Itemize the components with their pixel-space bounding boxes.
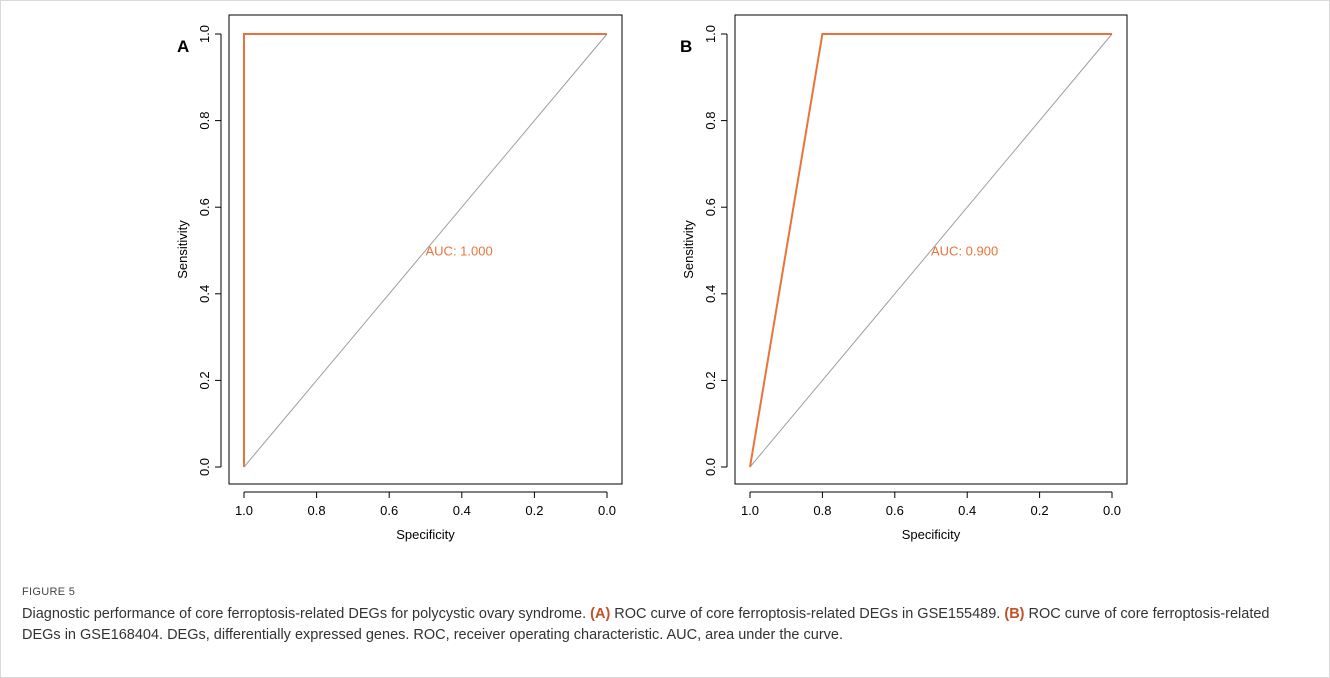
panel-label: A xyxy=(177,37,189,56)
roc-figure: A 1.0 0.8 0.6 0.4 0.2 0.0 Specificity 0.0 0.2 0.4 0… xyxy=(175,14,1128,542)
y-tick-label: 0.2 xyxy=(197,371,212,389)
x-tick-label: 0.4 xyxy=(958,503,976,518)
figure-label: FIGURE 5 xyxy=(22,586,76,598)
x-tick-label: 0.0 xyxy=(598,503,616,518)
plot-box xyxy=(734,14,1128,485)
figure-caption: FIGURE 5 Diagnostic performance of core … xyxy=(22,586,1312,646)
y-axis-label: Sensitivity xyxy=(175,220,190,279)
roc-panel-b: B 1.0 0.8 0.6 0.4 0.2 0.0 Specificity 0.0 0.2 0.4 0… xyxy=(680,14,1128,542)
x-tick-label: 0.6 xyxy=(886,503,904,518)
y-tick-label: 0.8 xyxy=(703,112,718,130)
diagonal-reference-line xyxy=(243,33,608,468)
x-tick-label: 0.8 xyxy=(308,503,326,518)
x-axis-label: Specificity xyxy=(902,527,961,542)
y-tick-label: 0.2 xyxy=(703,371,718,389)
x-tick-label: 1.0 xyxy=(741,503,759,518)
caption-text: Diagnostic performance of core ferroptos… xyxy=(22,604,1312,646)
x-axis-label: Specificity xyxy=(396,527,455,542)
y-axis-label: Sensitivity xyxy=(681,220,696,279)
x-tick-label: 1.0 xyxy=(235,503,253,518)
caption-part-a-text: ROC curve of core ferroptosis-related DE… xyxy=(610,606,1005,622)
x-tick-label: 0.6 xyxy=(380,503,398,518)
plot-box xyxy=(228,14,623,485)
x-tick-label: 0.0 xyxy=(1103,503,1121,518)
y-tick-label: 0.6 xyxy=(197,198,212,216)
roc-panel-a: A 1.0 0.8 0.6 0.4 0.2 0.0 Specificity 0.0 0.2 0.4 0… xyxy=(175,14,623,542)
caption-part-b-text: ROC curve of core ferroptosis-related DE… xyxy=(22,606,1270,643)
auc-annotation: AUC: 1.000 xyxy=(426,244,493,259)
auc-annotation: AUC: 0.900 xyxy=(931,244,998,259)
x-tick-label: 0.8 xyxy=(813,503,831,518)
caption-intro: Diagnostic performance of core ferroptos… xyxy=(22,606,591,622)
x-tick-label: 0.2 xyxy=(525,503,543,518)
y-tick-label: 1.0 xyxy=(703,25,718,43)
x-tick-label: 0.2 xyxy=(1031,503,1049,518)
y-tick-label: 0.0 xyxy=(703,458,718,476)
panel-label: B xyxy=(680,37,692,56)
caption-part-b-label: (B) xyxy=(1004,606,1025,622)
roc-curve xyxy=(749,33,1112,468)
y-tick-label: 1.0 xyxy=(197,25,212,43)
y-tick-label: 0.4 xyxy=(197,285,212,303)
y-tick-label: 0.4 xyxy=(703,285,718,303)
x-tick-label: 0.4 xyxy=(453,503,471,518)
y-tick-label: 0.0 xyxy=(197,458,212,476)
y-tick-label: 0.8 xyxy=(197,112,212,130)
roc-curve xyxy=(243,33,607,467)
diagonal-reference-line xyxy=(749,33,1113,468)
caption-part-a-label: (A) xyxy=(590,606,611,622)
y-tick-label: 0.6 xyxy=(703,198,718,216)
